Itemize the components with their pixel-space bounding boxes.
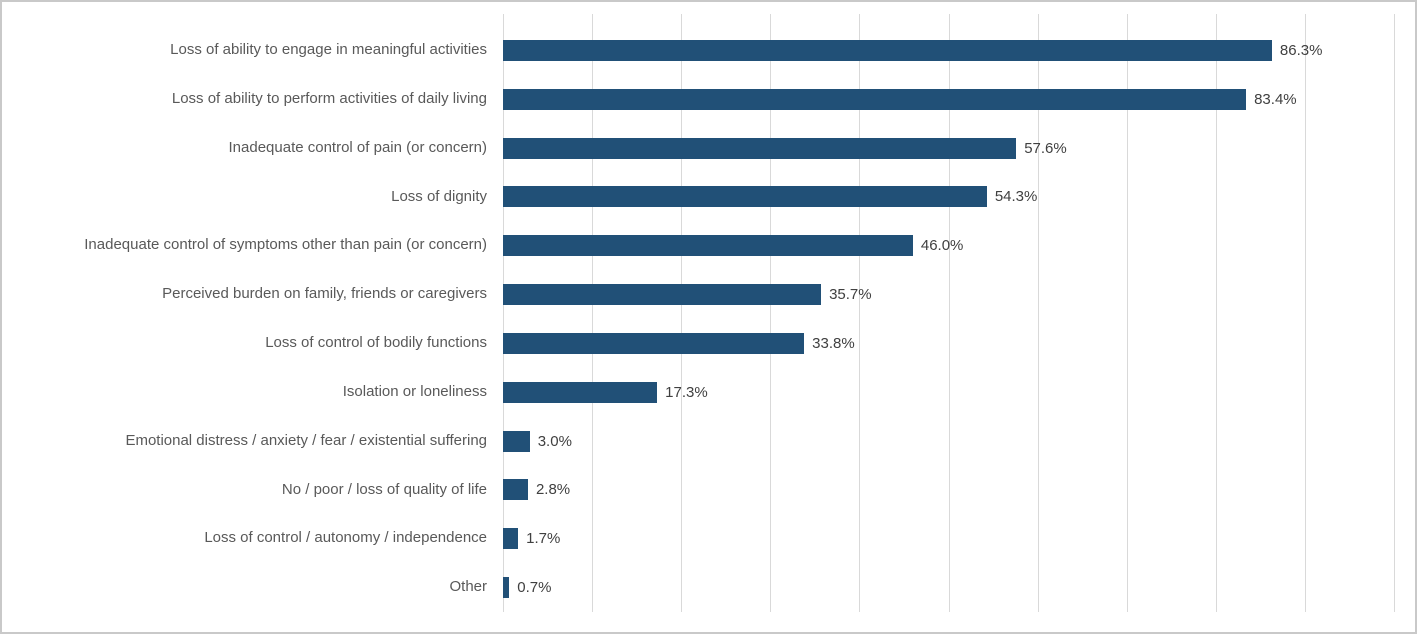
bar-area: 2.8% [503, 479, 1394, 501]
category-label: No / poor / loss of quality of life [281, 480, 487, 498]
category-label: Loss of ability to engage in meaningful … [170, 41, 487, 59]
value-label: 2.8% [535, 481, 571, 499]
rows: Loss of ability to engage in meaningful … [2, 26, 1415, 612]
gridline [1215, 14, 1217, 612]
chart-row: Inadequate control of pain (or concern) 5… [2, 124, 1415, 173]
gridline [948, 14, 950, 612]
chart-row: Loss of ability to engage in meaningful … [2, 26, 1415, 75]
category-label: Inadequate control of pain (or concern) [228, 138, 488, 156]
category-label: Loss of control of bodily functions [265, 334, 487, 352]
gridline [770, 14, 772, 612]
gridline [1304, 14, 1306, 612]
bar-area: 1.7% [503, 528, 1394, 550]
category-label: Inadequate control of symptoms other tha… [84, 236, 487, 254]
value-label: 46.0% [920, 237, 964, 255]
plot-area [503, 14, 1395, 612]
gridline [1126, 14, 1128, 612]
value-label: 57.6% [1024, 139, 1067, 157]
value-label: 0.7% [517, 579, 552, 597]
bar [503, 381, 658, 403]
category-label: Other [449, 578, 487, 596]
gridline [592, 14, 594, 612]
chart-row: Emotional distress / anxiety / fear / ex… [2, 417, 1415, 466]
bar [503, 332, 805, 354]
chart-row: Loss of dignity 54.3% [2, 172, 1415, 221]
chart-row: Other 0.7% [2, 563, 1415, 612]
value-label: 35.7% [829, 286, 872, 304]
bar-area: 3.0% [503, 430, 1394, 452]
bar [503, 577, 510, 599]
chart-row: Perceived burden on family, friends or c… [2, 270, 1415, 319]
bar-area: 83.4% [503, 88, 1394, 110]
gridline [1394, 14, 1395, 612]
bar-area: 35.7% [503, 284, 1394, 306]
gridline [503, 14, 504, 612]
value-label: 1.7% [526, 530, 561, 548]
bar-area: 33.8% [503, 332, 1394, 354]
bar-area: 46.0% [503, 235, 1394, 257]
category-label: Perceived burden on family, friends or c… [162, 285, 487, 303]
bar [503, 284, 822, 306]
value-label: 3.0% [537, 432, 572, 450]
bar [503, 88, 1247, 110]
bar [503, 39, 1272, 61]
gridline [1037, 14, 1039, 612]
bar-area: 57.6% [503, 137, 1394, 159]
gridline [859, 14, 861, 612]
category-label: Emotional distress / anxiety / fear / ex… [125, 431, 487, 449]
bar [503, 528, 519, 550]
bar-area: 17.3% [503, 381, 1394, 403]
bar [503, 235, 913, 257]
chart-row: Inadequate control of symptoms other tha… [2, 221, 1415, 270]
chart-row: No / poor / loss of quality of life 2.8% [2, 465, 1415, 514]
value-label: 83.4% [1254, 90, 1297, 108]
category-label: Isolation or loneliness [342, 382, 487, 400]
bar-area: 0.7% [503, 577, 1394, 599]
category-label: Loss of ability to perform activities of… [171, 89, 487, 107]
bar-area: 54.3% [503, 186, 1394, 208]
chart-row: Loss of ability to perform activities of… [2, 75, 1415, 124]
bar [503, 430, 530, 452]
value-label: 33.8% [812, 334, 855, 352]
value-label: 54.3% [994, 188, 1038, 206]
category-label: Loss of dignity [391, 187, 487, 205]
chart-row: Loss of control / autonomy / independenc… [2, 514, 1415, 563]
value-label: 17.3% [665, 383, 708, 401]
bar [503, 186, 987, 208]
gridline [681, 14, 683, 612]
bar-area: 86.3% [503, 39, 1394, 61]
category-label: Loss of control / autonomy / independenc… [204, 529, 487, 547]
value-label: 86.3% [1279, 41, 1323, 59]
bar [503, 137, 1017, 159]
chart-row: Isolation or loneliness 17.3% [2, 368, 1415, 417]
bar [503, 479, 528, 501]
chart-row: Loss of control of bodily functions 33.8% [2, 319, 1415, 368]
